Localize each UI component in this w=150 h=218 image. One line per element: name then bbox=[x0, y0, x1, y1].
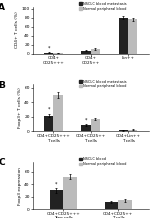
Bar bbox=[118, 201, 132, 209]
Bar bbox=[128, 19, 137, 54]
Text: *: * bbox=[48, 107, 50, 112]
Bar bbox=[91, 119, 100, 131]
Bar bbox=[119, 18, 128, 54]
Y-axis label: Foxp3 expression: Foxp3 expression bbox=[18, 167, 22, 205]
Bar bbox=[119, 130, 128, 131]
Bar bbox=[105, 202, 118, 209]
Y-axis label: Foxp3+ T cells (%): Foxp3+ T cells (%) bbox=[18, 88, 22, 128]
Legend: NSCLC blood, Normal peripheral blood: NSCLC blood, Normal peripheral blood bbox=[79, 157, 126, 166]
Bar bbox=[81, 125, 91, 131]
Bar bbox=[54, 53, 63, 54]
Text: *: * bbox=[55, 181, 58, 186]
Bar bbox=[91, 49, 100, 54]
Y-axis label: CD4+ T cells (%): CD4+ T cells (%) bbox=[15, 12, 19, 48]
Bar bbox=[128, 130, 137, 131]
Text: B: B bbox=[0, 81, 5, 90]
Text: C: C bbox=[0, 158, 5, 167]
Bar bbox=[44, 116, 54, 131]
Bar bbox=[44, 53, 54, 54]
Legend: NSCLC blood metastasis, Normal peripheral blood: NSCLC blood metastasis, Normal periphera… bbox=[79, 2, 127, 11]
Text: A: A bbox=[0, 3, 5, 12]
Bar bbox=[50, 190, 63, 209]
Bar bbox=[54, 95, 63, 131]
Bar bbox=[81, 51, 91, 54]
Text: *: * bbox=[48, 46, 50, 51]
Bar bbox=[63, 177, 77, 209]
Text: *: * bbox=[85, 117, 87, 122]
Legend: NSCLC blood metastasis, Normal peripheral blood: NSCLC blood metastasis, Normal periphera… bbox=[79, 80, 127, 89]
